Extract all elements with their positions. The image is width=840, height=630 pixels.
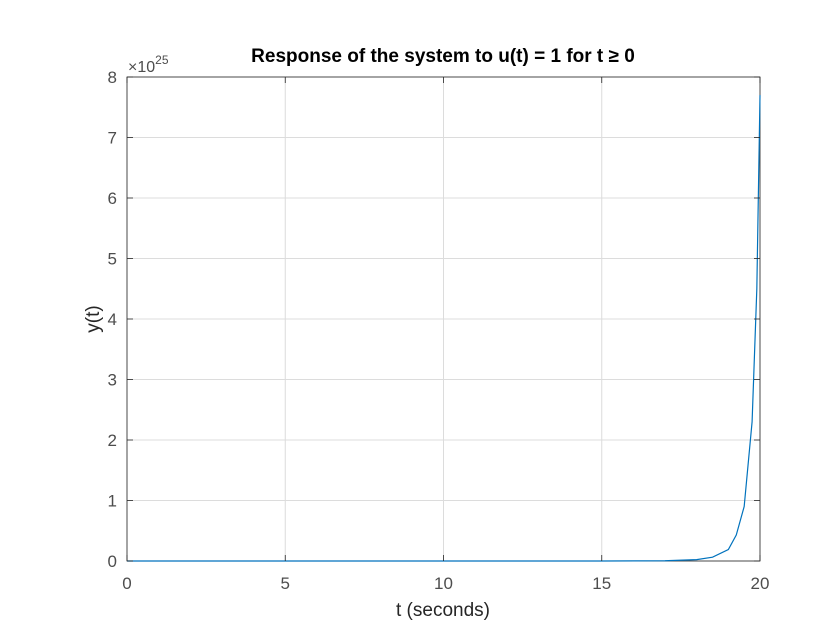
x-tick-label: 0 [122, 574, 131, 593]
grid-lines [126, 76, 761, 562]
y-tick-label: 5 [108, 250, 117, 269]
y-axis: 0 1 2 3 4 5 6 7 8 [108, 68, 760, 571]
y-tick-label: 6 [108, 189, 117, 208]
y-exponent-power: 25 [155, 53, 169, 67]
y-tick-label: 8 [108, 68, 117, 87]
x-tick-label: 15 [592, 574, 611, 593]
x-tick-label: 5 [281, 574, 290, 593]
chart-title: Response of the system to u(t) = 1 for t… [251, 46, 635, 67]
x-axis: 0 5 10 15 20 [122, 77, 769, 593]
y-tick-label: 3 [108, 371, 117, 390]
y-axis-label: y(t) [83, 305, 104, 332]
y-tick-label: 7 [108, 129, 117, 148]
y-exponent-label: ×1025 [128, 53, 169, 76]
y-tick-label: 1 [108, 492, 117, 511]
x-axis-label: t (seconds) [396, 600, 490, 621]
y-tick-label: 4 [108, 310, 117, 329]
y-tick-label: 2 [108, 431, 117, 450]
y-tick-label: 0 [108, 552, 117, 571]
x-tick-label: 20 [751, 574, 770, 593]
y-exponent-base: ×10 [128, 59, 155, 76]
x-tick-label: 10 [434, 574, 453, 593]
